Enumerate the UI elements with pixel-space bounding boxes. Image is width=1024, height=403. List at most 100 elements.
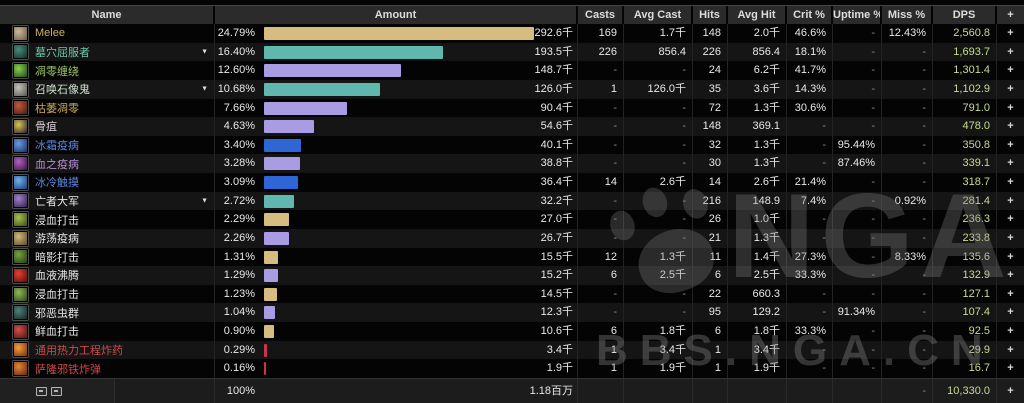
- ability-name: 骨疽: [35, 121, 57, 134]
- miss-value: -: [882, 98, 933, 118]
- column-header-hits[interactable]: Hits: [693, 6, 728, 24]
- footer-name-cell: [0, 379, 215, 403]
- avg-hit-value: 6.2千: [728, 61, 787, 80]
- avg-cast-value: -: [624, 191, 693, 211]
- avg-cast-value: -: [624, 303, 693, 322]
- ability-row[interactable]: 通用热力工程炸药 ▼ 0.29% 3.4千 1 3.4千 1 3.4千 - - …: [0, 340, 1024, 360]
- add-to-compare-button[interactable]: +: [1007, 27, 1014, 39]
- ability-row[interactable]: 亡者大军 ▼ 2.72% 32.2千 - - 216 148.9 7.4% - …: [0, 191, 1024, 211]
- amount-bar: [264, 27, 534, 40]
- add-to-compare-button[interactable]: +: [1007, 362, 1014, 375]
- ability-row[interactable]: 血之疫病 ▼ 3.28% 38.8千 - - 30 1.3千 - 87.46% …: [0, 154, 1024, 173]
- ability-row[interactable]: 墓穴屈服者 ▼ 16.40% 193.5千 226 856.4 226 856.…: [0, 42, 1024, 62]
- dps-value: 2,560.8: [933, 24, 997, 43]
- ability-row[interactable]: 冰霜疫病 ▼ 3.40% 40.1千 - - 32 1.3千 - 95.44% …: [0, 135, 1024, 155]
- amount-bar: [264, 250, 279, 264]
- column-header-amount[interactable]: Amount: [215, 6, 578, 24]
- amount-value: 3.4千: [546, 343, 573, 356]
- miss-value: -: [882, 173, 933, 192]
- avg-cast-value: -: [624, 117, 693, 136]
- ability-row[interactable]: 血液沸腾 ▼ 1.29% 15.2千 6 2.5千 6 2.5千 33.3% -…: [0, 266, 1024, 285]
- expand-arrow-icon[interactable]: ▼: [201, 85, 208, 93]
- add-to-compare-button[interactable]: +: [1007, 176, 1014, 188]
- amount-bar-track: [264, 250, 536, 264]
- dps-value: 1,301.4: [933, 61, 997, 80]
- column-header-plus[interactable]: +: [997, 6, 1024, 24]
- add-to-compare-button[interactable]: +: [1007, 138, 1014, 151]
- expand-arrow-icon[interactable]: ▼: [201, 197, 208, 205]
- dps-value: 791.0: [933, 98, 997, 118]
- footer-add-button[interactable]: +: [1007, 385, 1014, 397]
- ability-row[interactable]: 浸血打击 ▼ 1.23% 14.5千 - - 22 660.3 - - - 12…: [0, 284, 1024, 304]
- add-to-compare-button[interactable]: +: [1007, 101, 1014, 114]
- casts-value: 1: [578, 340, 624, 360]
- miss-value: -: [882, 42, 933, 62]
- column-header-uptime[interactable]: Uptime %: [833, 6, 882, 24]
- avg-hit-value: 3.4千: [728, 340, 787, 360]
- expand-arrow-icon[interactable]: ▼: [201, 48, 208, 56]
- hits-value: 21: [693, 228, 728, 248]
- ability-row[interactable]: 浸血打击 ▼ 2.29% 27.0千 - - 26 1.0千 - - - 236…: [0, 210, 1024, 229]
- ability-row[interactable]: 邪恶虫群 ▼ 1.04% 12.3千 - - 95 129.2 - 91.34%…: [0, 303, 1024, 322]
- ability-row[interactable]: 暗影打击 ▼ 1.31% 15.5千 12 1.3千 11 1.4千 27.3%…: [0, 247, 1024, 267]
- add-to-compare-button[interactable]: +: [1007, 269, 1014, 282]
- amount-percent: 3.40%: [223, 138, 255, 151]
- add-to-compare-button[interactable]: +: [1007, 250, 1014, 263]
- footer-amount-cell: 100% 1.18百万: [215, 379, 578, 403]
- amount-bar-track: [264, 157, 536, 171]
- add-to-compare-button[interactable]: +: [1007, 157, 1014, 170]
- table-body: Melee ▼ 24.79% 292.6千 169 1.7千 148 2.0千 …: [0, 24, 1024, 378]
- add-to-compare-button[interactable]: +: [1007, 231, 1014, 244]
- ability-row[interactable]: 冰冷触摸 ▼ 3.09% 36.4千 14 2.6千 14 2.6千 21.4%…: [0, 173, 1024, 192]
- column-header-dps[interactable]: DPS: [933, 6, 997, 24]
- column-header-avg-cast[interactable]: Avg Cast: [624, 6, 693, 24]
- ability-row[interactable]: 枯萎凋零 ▼ 7.66% 90.4千 - - 72 1.3千 30.6% - -…: [0, 98, 1024, 118]
- window-icon: [51, 386, 62, 396]
- ability-name: 浸血打击: [35, 214, 79, 227]
- avg-hit-value: 2.6千: [728, 173, 787, 192]
- column-header-name[interactable]: Name: [0, 6, 215, 24]
- ability-icon: [13, 342, 28, 358]
- ability-row[interactable]: 骨疽 ▼ 4.63% 54.6千 - - 148 369.1 - - - 478…: [0, 117, 1024, 136]
- column-header-crit[interactable]: Crit %: [787, 6, 833, 24]
- column-header-miss[interactable]: Miss %: [882, 6, 933, 24]
- amount-percent: 2.29%: [223, 213, 255, 226]
- avg-cast-value: -: [624, 61, 693, 80]
- add-to-compare-button[interactable]: +: [1007, 213, 1014, 226]
- ability-row[interactable]: Melee ▼ 24.79% 292.6千 169 1.7千 148 2.0千 …: [0, 24, 1024, 43]
- amount-bar: [264, 362, 266, 376]
- avg-hit-value: 3.6千: [728, 79, 787, 99]
- ability-row[interactable]: 萨隆邪铁炸弹 ▼ 0.16% 1.9千 1 1.9千 1 1.9千 - - - …: [0, 359, 1024, 378]
- add-to-compare-button[interactable]: +: [1007, 343, 1014, 356]
- ability-row[interactable]: 凋零缠绕 ▼ 12.60% 148.7千 - - 24 6.2千 41.7% -…: [0, 61, 1024, 80]
- uptime-value: 91.34%: [833, 303, 882, 322]
- hits-value: 1: [693, 340, 728, 360]
- add-to-compare-button[interactable]: +: [1007, 325, 1014, 337]
- amount-bar-track: [264, 82, 536, 96]
- ability-row[interactable]: 鲜血打击 ▼ 0.90% 10.6千 6 1.8千 6 1.8千 33.3% -…: [0, 322, 1024, 341]
- ability-name: 浸血打击: [35, 289, 79, 302]
- amount-bar-track: [264, 194, 536, 208]
- add-to-compare-button[interactable]: +: [1007, 306, 1014, 319]
- ability-row[interactable]: 召唤石像鬼 ▼ 10.68% 126.0千 1 126.0千 35 3.6千 1…: [0, 79, 1024, 99]
- crit-value: -: [787, 228, 833, 248]
- crit-value: 33.3%: [787, 322, 833, 341]
- view-toggle-button[interactable]: [0, 379, 115, 403]
- add-to-compare-button[interactable]: +: [1007, 194, 1014, 207]
- column-header-casts[interactable]: Casts: [578, 6, 624, 24]
- crit-value: -: [787, 303, 833, 322]
- dps-value: 92.5: [933, 322, 997, 341]
- footer-casts-cell: [578, 379, 624, 403]
- add-to-compare-button[interactable]: +: [1007, 120, 1014, 133]
- crit-value: -: [787, 135, 833, 155]
- add-to-compare-button[interactable]: +: [1007, 45, 1014, 58]
- column-header-avg-hit[interactable]: Avg Hit: [728, 6, 787, 24]
- add-to-compare-button[interactable]: +: [1007, 287, 1014, 300]
- crit-value: 14.3%: [787, 79, 833, 99]
- ability-icon: [13, 156, 28, 172]
- ability-icon: [13, 249, 28, 265]
- add-to-compare-button[interactable]: +: [1007, 64, 1014, 77]
- ability-icon: [13, 305, 28, 321]
- ability-row[interactable]: 游荡疫病 ▼ 2.26% 26.7千 - - 21 1.3千 - - - 233…: [0, 228, 1024, 248]
- add-to-compare-button[interactable]: +: [1007, 82, 1014, 95]
